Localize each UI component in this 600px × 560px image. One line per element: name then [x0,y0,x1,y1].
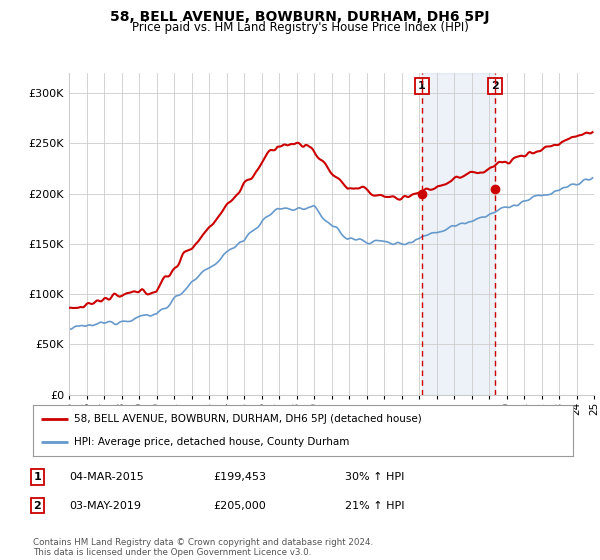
Text: 2: 2 [491,81,499,91]
Text: 30% ↑ HPI: 30% ↑ HPI [345,472,404,482]
Text: £205,000: £205,000 [213,501,266,511]
Text: 1: 1 [418,81,426,91]
Bar [422,73,495,395]
Text: 1: 1 [34,472,41,482]
Text: 04-MAR-2015: 04-MAR-2015 [69,472,144,482]
Text: Price paid vs. HM Land Registry's House Price Index (HPI): Price paid vs. HM Land Registry's House … [131,21,469,34]
Text: £199,453: £199,453 [213,472,266,482]
Text: Contains HM Land Registry data © Crown copyright and database right 2024.
This d: Contains HM Land Registry data © Crown c… [33,538,373,557]
Text: 58, BELL AVENUE, BOWBURN, DURHAM, DH6 5PJ (detached house): 58, BELL AVENUE, BOWBURN, DURHAM, DH6 5P… [74,414,421,424]
Text: HPI: Average price, detached house, County Durham: HPI: Average price, detached house, Coun… [74,437,349,447]
Text: 03-MAY-2019: 03-MAY-2019 [69,501,141,511]
Text: 58, BELL AVENUE, BOWBURN, DURHAM, DH6 5PJ: 58, BELL AVENUE, BOWBURN, DURHAM, DH6 5P… [110,10,490,24]
Text: 21% ↑ HPI: 21% ↑ HPI [345,501,404,511]
Text: 2: 2 [34,501,41,511]
